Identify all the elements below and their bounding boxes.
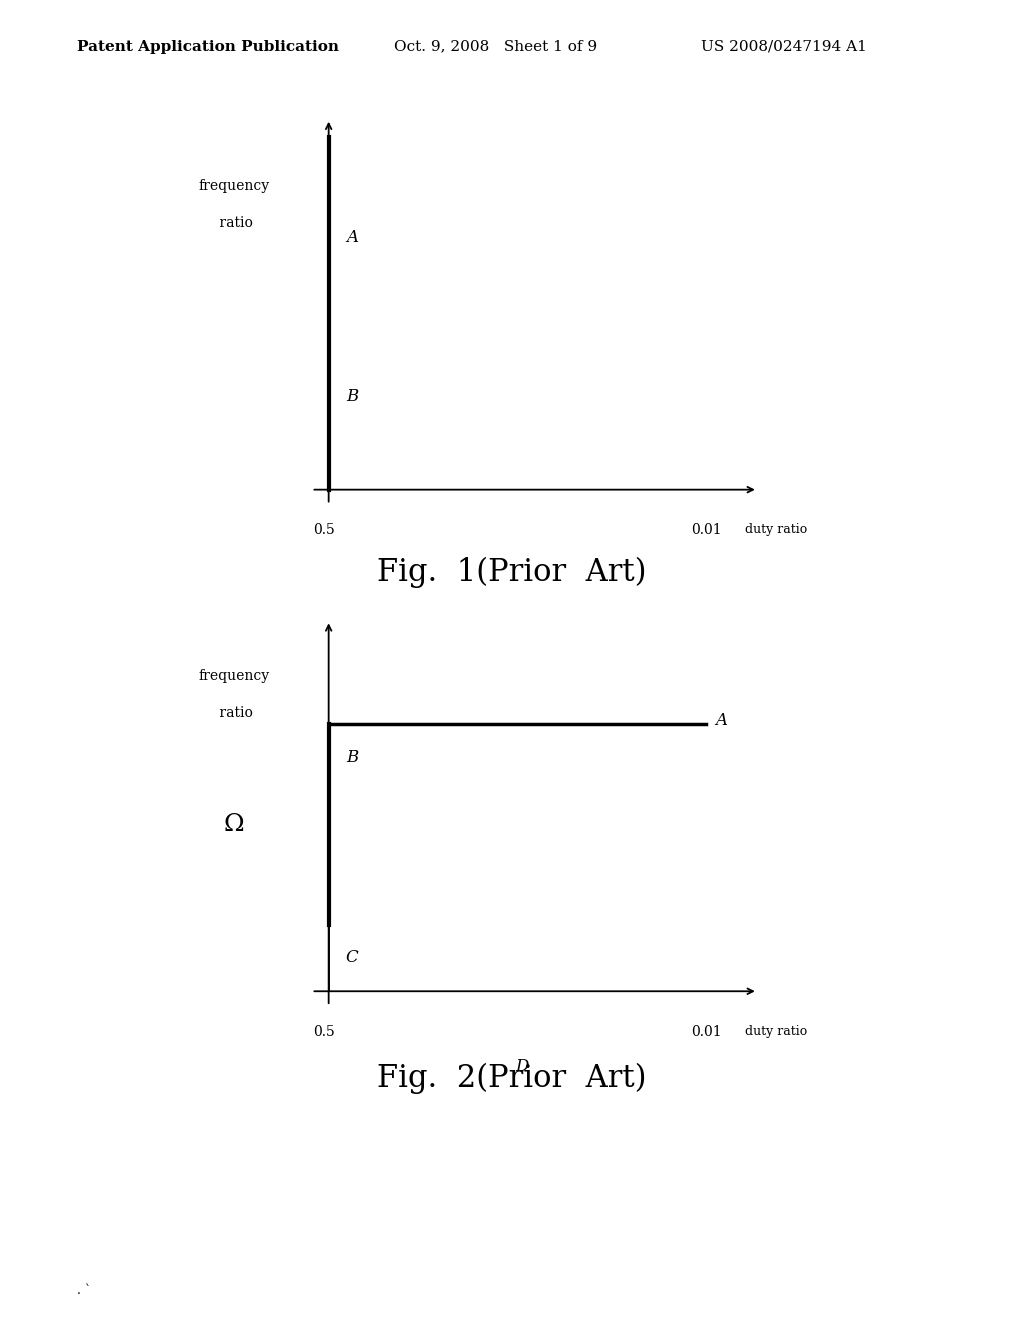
Text: duty ratio: duty ratio [744,523,807,536]
Text: 0.01: 0.01 [691,523,722,537]
Text: frequency: frequency [199,669,269,682]
Text: duty ratio: duty ratio [744,1024,807,1038]
Text: B: B [346,750,358,766]
Text: Ω: Ω [224,813,245,836]
Text: A: A [715,711,727,729]
Text: US 2008/0247194 A1: US 2008/0247194 A1 [701,40,867,54]
Text: Patent Application Publication: Patent Application Publication [77,40,339,54]
Text: ratio: ratio [215,706,253,721]
Text: 0.01: 0.01 [691,1024,722,1039]
Text: frequency: frequency [199,178,269,193]
Text: 0.5: 0.5 [313,523,335,537]
Text: . `: . ` [77,1283,91,1296]
Text: C: C [346,949,358,966]
Text: Fig.  2(Prior  Art): Fig. 2(Prior Art) [377,1063,647,1094]
Text: 0.5: 0.5 [313,1024,335,1039]
Text: Oct. 9, 2008   Sheet 1 of 9: Oct. 9, 2008 Sheet 1 of 9 [394,40,597,54]
Text: B: B [346,388,358,405]
Text: Fig.  1(Prior  Art): Fig. 1(Prior Art) [377,557,647,589]
Text: D: D [515,1059,528,1074]
Text: ratio: ratio [215,215,253,230]
Text: A: A [346,228,357,246]
